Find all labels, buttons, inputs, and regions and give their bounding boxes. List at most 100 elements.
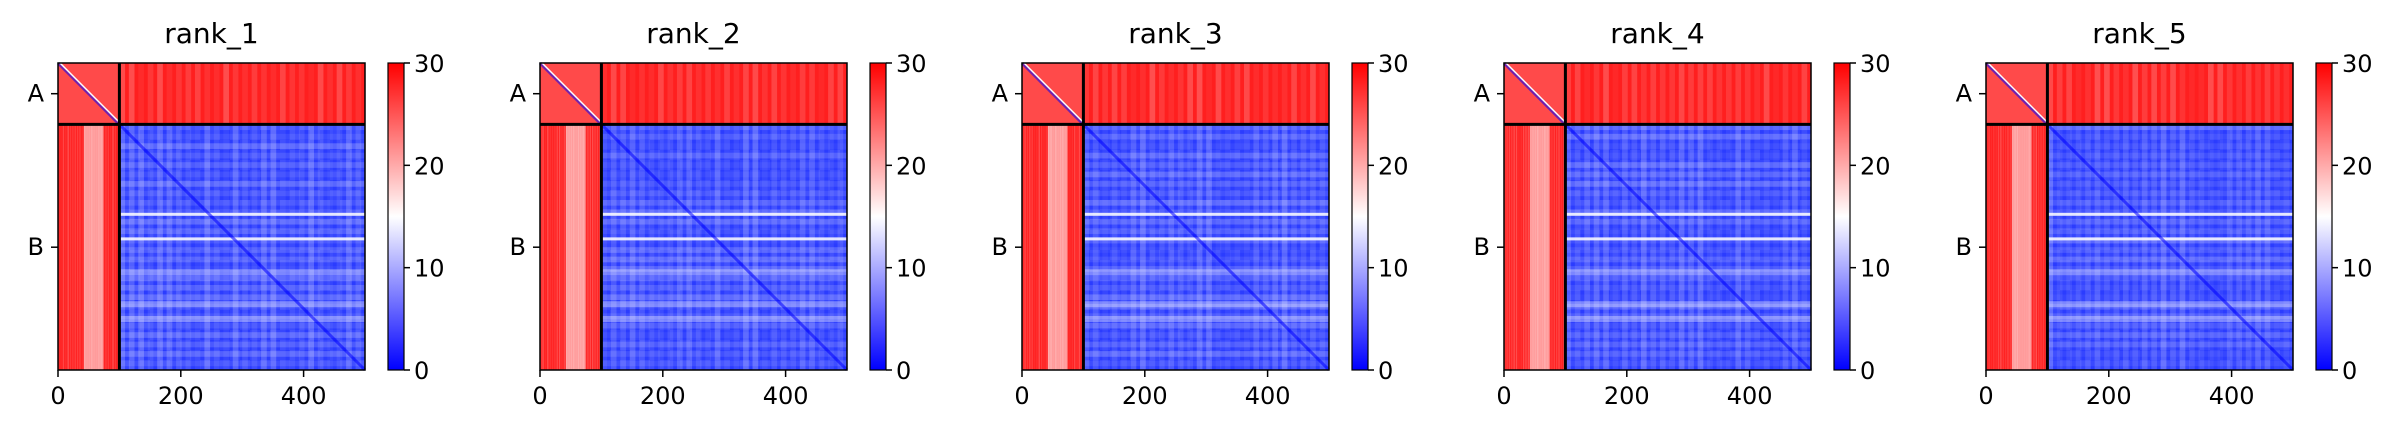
- y-tick-label: B: [510, 233, 526, 261]
- colorbar-tick-label: 20: [414, 152, 445, 180]
- colorbar: [869, 62, 887, 371]
- heatmap-stripe: [1177, 63, 1184, 125]
- heatmap-stripe: [74, 124, 76, 371]
- heatmap-stripe: [1281, 63, 1288, 125]
- heatmap-stripe: [1525, 124, 1527, 371]
- heatmap-stripe: [1081, 124, 1083, 371]
- heatmap-stripe: [771, 63, 778, 125]
- x-tick-label: 200: [2086, 382, 2132, 410]
- heatmap-stripe: [1121, 63, 1127, 125]
- heatmap-stripe: [1725, 63, 1732, 125]
- heatmap-stripe: [1520, 124, 1522, 371]
- heatmap-stripe: [2179, 63, 2186, 125]
- y-tick-label: A: [1956, 80, 1973, 108]
- heatmap-streak: [2047, 212, 2293, 216]
- heatmap-stripe: [1659, 63, 1666, 125]
- colorbar-tick-label: 0: [896, 357, 911, 385]
- heatmap-stripe: [2207, 63, 2214, 125]
- heatmap-stripe: [790, 63, 796, 125]
- heatmap-streak: [2047, 315, 2293, 322]
- x-tick-label: 400: [1727, 382, 1773, 410]
- heatmap-stripe: [1310, 63, 1316, 125]
- heatmap-stripe: [1026, 124, 1029, 371]
- heatmap-stripe: [1995, 124, 1997, 371]
- colorbar: [1833, 62, 1851, 371]
- heatmap-panel-2: rank_2 0 200 400 A B 0 10 20 30: [510, 17, 927, 410]
- heatmap-stripe: [2122, 63, 2129, 125]
- heatmap-pale-band: [83, 124, 104, 371]
- heatmap-stripe: [547, 124, 549, 371]
- heatmap-stripe: [194, 63, 201, 125]
- heatmap-stripe: [2009, 124, 2012, 371]
- heatmap-stripe: [1707, 63, 1713, 125]
- heatmap-stripe: [1997, 124, 2000, 371]
- heatmap-stripe: [128, 63, 135, 125]
- heatmap-diagonal: [1020, 61, 1331, 372]
- heatmap-stripe: [114, 124, 117, 371]
- heatmap-stripe: [1511, 124, 1513, 371]
- heatmap-stripe: [1036, 124, 1038, 371]
- heatmap-stripe: [589, 124, 592, 371]
- heatmap-stripe: [2045, 124, 2047, 371]
- y-tick-label: A: [28, 80, 45, 108]
- heatmap-stripe: [1558, 124, 1560, 371]
- heatmap-diagonal: [1502, 61, 1813, 372]
- heatmap-stripe: [109, 124, 112, 371]
- heatmap-stripe: [2160, 63, 2167, 125]
- heatmap-stripe: [1735, 63, 1742, 125]
- heatmap-stripe: [752, 63, 759, 125]
- heatmap-stripe: [62, 124, 65, 371]
- heatmap-stripe: [1040, 124, 1043, 371]
- heatmap-stripe: [584, 124, 587, 371]
- heatmap-block-ab: [2047, 63, 2293, 125]
- heatmap-stripe: [69, 124, 72, 371]
- x-tick-label: 400: [1245, 382, 1291, 410]
- heatmap-stripe: [629, 63, 636, 125]
- heatmap-stripe: [1584, 63, 1590, 125]
- heatmap-stripe: [67, 124, 69, 371]
- heatmap-stripe: [1319, 63, 1326, 125]
- heatmap-stripe: [232, 63, 239, 125]
- heatmap-stripe: [1291, 63, 1297, 125]
- heatmap-stripe: [639, 63, 645, 125]
- heatmap-stripe: [1527, 124, 1530, 371]
- heatmap-stripe: [1073, 124, 1076, 371]
- colorbar-tick-label: 10: [1378, 255, 1409, 283]
- heatmap-stripe: [1043, 124, 1045, 371]
- heatmap-stripe: [1272, 63, 1278, 125]
- heatmap-stripe: [1206, 63, 1212, 125]
- heatmap-stripe: [2283, 63, 2290, 125]
- heatmap-stripe: [298, 63, 305, 125]
- heatmap-stripe: [138, 63, 144, 125]
- heatmap-stripe: [355, 63, 362, 125]
- heatmap-stripe: [551, 124, 554, 371]
- heatmap-block-ab: [1083, 63, 1329, 125]
- heatmap-panel-5: rank_5 0 200 400 A B 0 10 20 30: [1956, 17, 2373, 410]
- heatmap-stripe: [1551, 124, 1553, 371]
- heatmap-diagonal-highlight: [1505, 62, 1566, 123]
- colorbar-tick-label: 0: [2342, 357, 2357, 385]
- heatmap-stripe: [2104, 63, 2110, 125]
- heatmap-stripe: [705, 63, 711, 125]
- heatmap-streak: [119, 301, 366, 308]
- heatmap-stripe: [1071, 124, 1074, 371]
- heatmap-stripe: [2004, 124, 2007, 371]
- heatmap-stripe: [1792, 63, 1798, 125]
- heatmap-stripe: [714, 63, 721, 125]
- heatmap-stripe: [1069, 124, 1071, 371]
- heatmap-stripe: [242, 63, 248, 125]
- heatmap-streak: [1083, 315, 1329, 322]
- heatmap-stripe: [308, 63, 314, 125]
- heatmap-stripe: [2085, 63, 2091, 125]
- heatmap-streak: [1565, 301, 1811, 308]
- heatmap-stripe: [2094, 63, 2101, 125]
- heatmap-stripe: [1078, 124, 1081, 371]
- heatmap-streak: [1565, 315, 1811, 322]
- heatmap-stripe: [1631, 63, 1638, 125]
- heatmap-stripe: [72, 124, 74, 371]
- heatmap-pale-band: [1529, 124, 1550, 371]
- heatmap-stripe: [761, 63, 768, 125]
- colorbar-tick-label: 20: [896, 152, 927, 180]
- heatmap-stripe: [648, 63, 655, 125]
